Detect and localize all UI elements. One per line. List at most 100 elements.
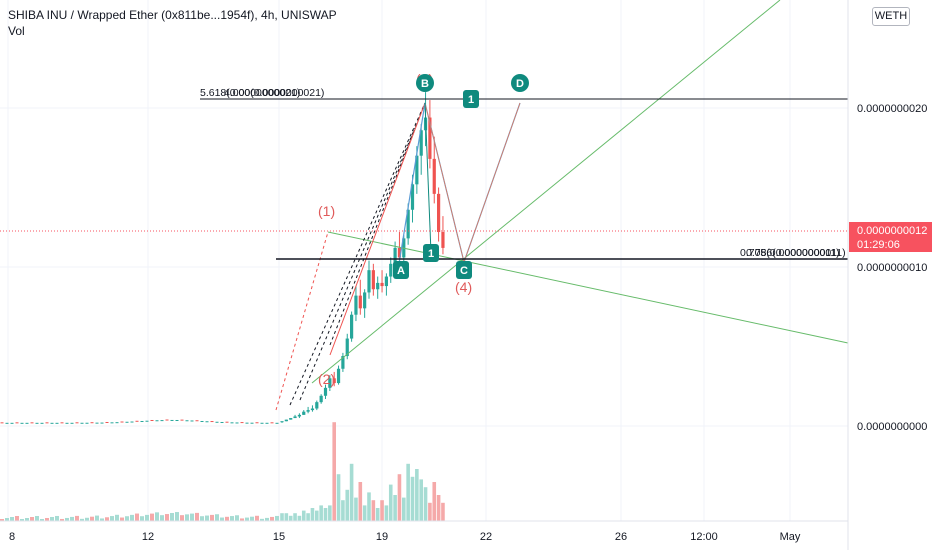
price-axis[interactable]: 0.0000000020 0.0000000010 0.0000000000 0.00… (847, 0, 932, 550)
trendline-rising (311, 0, 781, 384)
volume-bar (410, 476, 415, 521)
history-candle (60, 422, 64, 424)
history-volume-bar (260, 518, 264, 521)
history-candle (150, 419, 154, 421)
candle-body (297, 414, 301, 417)
volume-bar (384, 505, 389, 521)
abcd-pattern-overlay (424, 102, 521, 264)
history-volume-bar (25, 517, 29, 521)
history-candle (35, 422, 39, 424)
candle-body (415, 155, 419, 185)
symbol-title[interactable]: SHIBA INU / Wrapped Ether (0x811be...195… (8, 8, 337, 22)
history-volume-bar (245, 517, 249, 521)
candle-body (341, 356, 345, 369)
candle-body (315, 402, 319, 409)
candle-body (371, 270, 375, 290)
volume-bar (293, 513, 297, 521)
candle-body (363, 292, 367, 309)
candle-body (367, 270, 371, 293)
time-axis-label: 8 (9, 531, 15, 543)
history-volume-bar (270, 516, 274, 521)
history-candle (125, 421, 129, 423)
history-candle (30, 422, 34, 424)
volume-bar (332, 422, 336, 521)
history-volume-bar (60, 518, 64, 521)
history-volume-bar (130, 514, 134, 521)
wave-dashed-1 (275, 231, 329, 411)
history-candle (235, 422, 239, 424)
history-candle (100, 422, 104, 424)
trendline-falling (327, 231, 849, 344)
volume-bar (362, 505, 367, 521)
history-volume-bar (5, 517, 9, 521)
volume-bar (328, 505, 332, 521)
history-volume-bar (85, 517, 89, 521)
history-volume-bar (170, 513, 174, 521)
count-label: 1 (468, 94, 474, 106)
history-candle (5, 422, 9, 424)
volume-bar (423, 487, 428, 521)
candle-body (345, 338, 349, 357)
volume-bar (371, 500, 376, 521)
history-candle (195, 420, 199, 422)
volume-bars (0, 422, 445, 521)
volume-bar (301, 510, 306, 521)
volume-bar (436, 495, 441, 521)
history-volume-bar (190, 513, 194, 521)
volume-bar (336, 474, 341, 521)
count-marker (423, 244, 439, 262)
history-candle (260, 422, 264, 424)
history-volume-bar (40, 518, 44, 521)
history-candle (180, 419, 184, 421)
history-volume-bar (115, 514, 119, 521)
history-volume-bar (185, 514, 189, 521)
volume-bar (297, 515, 302, 521)
currency-badge[interactable]: WETH (872, 7, 910, 26)
pattern-point-label: C (460, 265, 468, 277)
history-volume-bar (160, 515, 164, 521)
volume-bar (306, 513, 310, 521)
price-history (0, 419, 279, 424)
history-volume-bar (215, 514, 219, 521)
history-volume-bar (180, 515, 184, 521)
time-axis-label: 12:00 (690, 531, 718, 543)
history-candle (275, 422, 279, 424)
history-candle (25, 422, 29, 424)
drawings[interactable] (0, 0, 849, 411)
history-candle (215, 421, 219, 423)
history-volume-bar (95, 515, 99, 521)
candle-body (350, 314, 354, 339)
price-axis-label: 0.0000000010 (857, 262, 927, 274)
candle-body (293, 416, 297, 419)
history-candle (50, 422, 54, 424)
time-axis[interactable]: 8 12 15 19 22 26 12:00 May (0, 520, 848, 543)
wave-3-line (329, 102, 426, 356)
candle-body (441, 232, 445, 248)
volume-bar (341, 500, 345, 521)
candle-body (336, 368, 341, 384)
history-volume-bar (165, 514, 169, 521)
history-candle (65, 422, 69, 424)
history-candle (175, 419, 179, 421)
volume-bar (380, 500, 384, 521)
time-axis-label: 12 (142, 531, 154, 543)
history-candle (55, 422, 59, 424)
pattern-point-label: B (421, 78, 429, 90)
history-candle (205, 421, 209, 423)
history-volume-bar (140, 516, 144, 521)
history-volume-bar (210, 514, 214, 521)
pattern-point-marker (456, 261, 472, 279)
history-candle (265, 422, 269, 424)
volume-indicator-label[interactable]: Vol (8, 24, 25, 38)
history-volume-bar (10, 516, 14, 521)
history-candle (20, 422, 24, 424)
history-candle (250, 422, 254, 424)
history-volume-bar (255, 515, 259, 521)
history-candle (165, 419, 169, 421)
current-price-value: 0.0000000012 (857, 225, 927, 237)
bar-countdown: 01:29:06 (857, 239, 900, 251)
candle-body (437, 193, 441, 233)
count-line (424, 102, 432, 254)
history-volume-bar (100, 518, 104, 521)
